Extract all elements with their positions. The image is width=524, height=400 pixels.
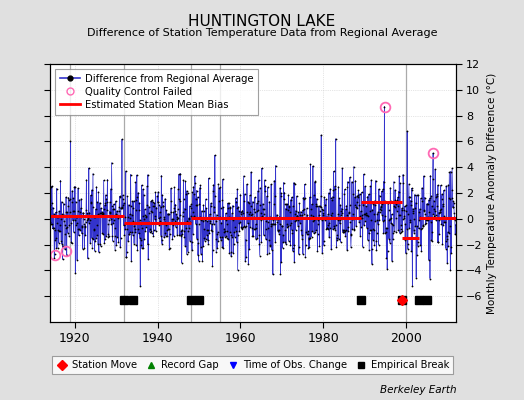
Text: Difference of Station Temperature Data from Regional Average: Difference of Station Temperature Data f…: [87, 28, 437, 38]
Legend: Difference from Regional Average, Quality Control Failed, Estimated Station Mean: Difference from Regional Average, Qualit…: [55, 69, 258, 115]
Text: HUNTINGTON LAKE: HUNTINGTON LAKE: [188, 14, 336, 29]
Text: Berkeley Earth: Berkeley Earth: [380, 385, 457, 395]
Legend: Station Move, Record Gap, Time of Obs. Change, Empirical Break: Station Move, Record Gap, Time of Obs. C…: [52, 356, 453, 374]
Y-axis label: Monthly Temperature Anomaly Difference (°C): Monthly Temperature Anomaly Difference (…: [487, 72, 497, 314]
